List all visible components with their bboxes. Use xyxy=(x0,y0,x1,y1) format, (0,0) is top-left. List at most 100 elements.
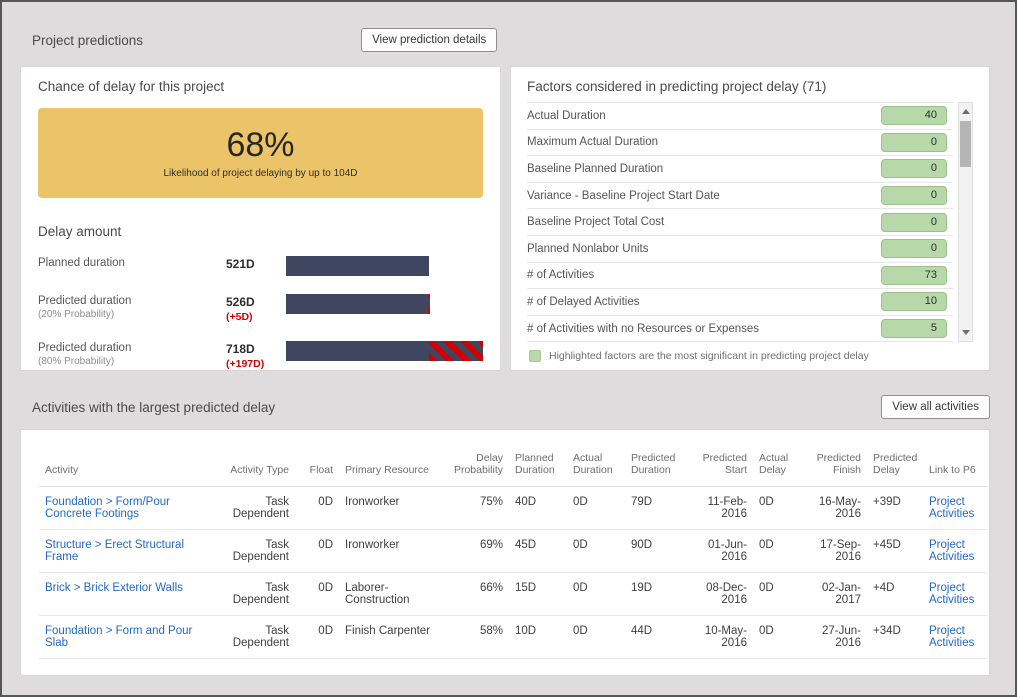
column-header: Activity Type xyxy=(219,446,295,487)
table-cell: 44D xyxy=(625,615,689,659)
table-row: Brick > Brick Exterior Walls Task Depende… xyxy=(39,572,987,616)
table-cell: 16-May-2016 xyxy=(803,486,867,530)
bar-delta: (+197D) xyxy=(226,358,265,370)
activity-link[interactable]: Structure > Erect Structural Frame xyxy=(45,539,185,563)
table-cell: 15D xyxy=(509,572,567,616)
table-cell: 75% xyxy=(437,486,509,530)
scroll-down-icon[interactable] xyxy=(961,330,970,335)
factor-row: Actual Duration 40 xyxy=(527,103,953,130)
table-cell: Task Dependent xyxy=(219,486,295,530)
delay-chance-subtitle: Likelihood of project delaying by up to … xyxy=(163,168,358,180)
table-cell: 66% xyxy=(437,572,509,616)
bar-value: 526D xyxy=(226,295,255,309)
table-cell: 0D xyxy=(567,615,625,659)
table-cell: Laborer-Construction xyxy=(339,572,437,616)
table-cell: 27-Jun-2016 xyxy=(803,615,867,659)
bar-value: 718D xyxy=(226,342,255,356)
activity-link[interactable]: Foundation > Form/Pour Concrete Footings xyxy=(45,496,170,520)
factor-row: Baseline Planned Duration 0 xyxy=(527,156,953,183)
factor-label: # of Activities with no Resources or Exp… xyxy=(527,322,760,335)
table-cell: Ironworker xyxy=(339,486,437,530)
factor-label: # of Delayed Activities xyxy=(527,295,640,308)
factor-label: # of Activities xyxy=(527,269,595,282)
factor-value-badge: 5 xyxy=(881,319,947,339)
table-cell: 10-May-2016 xyxy=(689,615,753,659)
view-prediction-details-button[interactable]: View prediction details xyxy=(361,28,498,52)
column-header: Predicted Start xyxy=(689,446,753,487)
table-cell: 0D xyxy=(753,486,803,530)
factor-row: # of Activities 73 xyxy=(527,263,953,290)
page-title: Project predictions xyxy=(32,32,144,48)
scrollbar-thumb[interactable] xyxy=(960,121,971,167)
factor-value-badge: 0 xyxy=(881,212,947,232)
table-cell: 0D xyxy=(295,529,339,573)
chance-of-delay-panel: Chance of delay for this project 68% Lik… xyxy=(20,66,501,371)
column-header: Actual Delay xyxy=(753,446,803,487)
bar-label: Predicted duration xyxy=(38,295,132,307)
table-cell: Ironworker xyxy=(339,529,437,573)
table-cell: 58% xyxy=(437,615,509,659)
p6-link[interactable]: Project Activities xyxy=(929,582,975,606)
page-header: Project predictions View prediction deta… xyxy=(32,28,990,52)
p6-link[interactable]: Project Activities xyxy=(929,496,975,520)
factor-value-badge: 0 xyxy=(881,239,947,259)
duration-bar xyxy=(286,256,429,276)
table-cell: 02-Jan-2017 xyxy=(803,572,867,616)
factor-row: Baseline Project Total Cost 0 xyxy=(527,209,953,236)
delay-bar-row: Planned duration 521D xyxy=(38,255,483,276)
factors-panel: Factors considered in predicting project… xyxy=(510,66,990,371)
bar-sublabel: (80% Probability) xyxy=(38,356,115,367)
column-header: Float xyxy=(295,446,339,487)
table-cell: +34D xyxy=(867,615,923,659)
duration-bar xyxy=(286,341,483,361)
activities-section-header: Activities with the largest predicted de… xyxy=(32,395,990,419)
factors-scrollbar[interactable] xyxy=(958,102,973,342)
table-row: Foundation > Form/Pour Concrete Footings… xyxy=(39,486,987,530)
factor-value-badge: 0 xyxy=(881,159,947,179)
bar-track xyxy=(286,294,483,314)
column-header: Delay Probability xyxy=(437,446,509,487)
delay-amount-chart: Planned duration 521D Predicted duration… xyxy=(38,255,483,370)
table-cell: 40D xyxy=(509,486,567,530)
factor-label: Actual Duration xyxy=(527,109,606,122)
delay-bar-row: Predicted duration (80% Probability) 718… xyxy=(38,340,483,370)
table-cell: 0D xyxy=(295,572,339,616)
factor-row: Planned Nonlabor Units 0 xyxy=(527,236,953,263)
factors-panel-title: Factors considered in predicting project… xyxy=(527,79,827,94)
bar-label: Planned duration xyxy=(38,257,125,269)
column-header: Predicted Duration xyxy=(625,446,689,487)
table-cell: 79D xyxy=(625,486,689,530)
delay-amount-title: Delay amount xyxy=(38,224,122,239)
column-header: Predicted Finish xyxy=(803,446,867,487)
table-cell: +45D xyxy=(867,529,923,573)
delay-bar-row: Predicted duration (20% Probability) 526… xyxy=(38,293,483,323)
chance-panel-title: Chance of delay for this project xyxy=(38,79,225,94)
table-cell: 11-Feb-2016 xyxy=(689,486,753,530)
p6-link[interactable]: Project Activities xyxy=(929,539,975,563)
scroll-up-icon[interactable] xyxy=(961,109,970,114)
activities-table: Activity Activity Type Float Primary Resour… xyxy=(39,446,987,659)
table-header-row: Activity Activity Type Float Primary Resour… xyxy=(39,446,987,487)
table-row: Structure > Erect Structural Frame Task D… xyxy=(39,529,987,573)
table-cell: 45D xyxy=(509,529,567,573)
factor-value-badge: 10 xyxy=(881,292,947,312)
factors-list: Actual Duration 40 Maximum Actual Duratio… xyxy=(527,102,953,343)
bar-label: Predicted duration xyxy=(38,342,132,354)
view-all-activities-button[interactable]: View all activities xyxy=(881,395,990,419)
p6-link[interactable]: Project Activities xyxy=(929,625,975,649)
bar-value: 521D xyxy=(226,257,255,271)
column-header: Predicted Delay xyxy=(867,446,923,487)
factor-label: Baseline Planned Duration xyxy=(527,162,664,175)
table-cell: 0D xyxy=(753,615,803,659)
table-cell: 0D xyxy=(295,615,339,659)
activity-link[interactable]: Brick > Brick Exterior Walls xyxy=(45,582,183,594)
activity-link[interactable]: Foundation > Form and Pour Slab xyxy=(45,625,193,649)
column-header: Primary Resource xyxy=(339,446,437,487)
delay-chance-banner: 68% Likelihood of project delaying by up… xyxy=(38,108,483,198)
table-cell: 0D xyxy=(567,572,625,616)
activities-table-panel: Activity Activity Type Float Primary Resour… xyxy=(20,429,990,676)
table-cell: Task Dependent xyxy=(219,572,295,616)
table-cell: 0D xyxy=(753,529,803,573)
column-header: Link to P6 xyxy=(923,446,987,487)
bar-sublabel: (20% Probability) xyxy=(38,309,115,320)
